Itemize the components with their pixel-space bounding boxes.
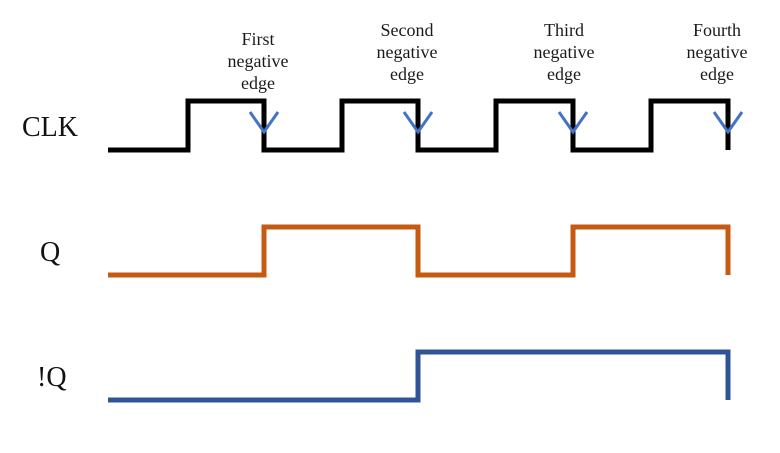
negative-edge-marker-fourth — [712, 111, 744, 135]
edge-label-line: negative — [533, 42, 595, 62]
edge-label-line: negative — [376, 42, 438, 62]
edge-label-line: edge — [241, 73, 275, 93]
signal-label-q: Q — [40, 237, 61, 268]
edge-label-line: negative — [686, 42, 748, 62]
edge-label-second: Second negative edge — [347, 19, 467, 85]
negative-edge-marker-second — [402, 111, 434, 135]
edge-label-line: edge — [700, 64, 734, 84]
edge-label-line: edge — [547, 64, 581, 84]
edge-label-fourth: Fourth negative edge — [657, 19, 777, 85]
qbar-waveform — [108, 349, 731, 403]
q-waveform — [108, 224, 731, 278]
negative-edge-marker-first — [248, 111, 280, 135]
edge-label-line: Fourth — [692, 20, 741, 40]
edge-label-line: edge — [390, 64, 424, 84]
edge-label-line: Third — [544, 20, 584, 40]
negative-edge-marker-third — [557, 111, 589, 135]
edge-label-first: First negative edge — [198, 28, 318, 94]
clk-waveform — [108, 98, 731, 153]
signal-label-clk: CLK — [22, 112, 78, 143]
edge-label-third: Third negative edge — [504, 19, 624, 85]
edge-label-line: Second — [380, 20, 434, 40]
edge-label-line: negative — [227, 51, 289, 71]
signal-label-qbar: !Q — [37, 362, 67, 393]
edge-label-line: First — [241, 29, 275, 49]
